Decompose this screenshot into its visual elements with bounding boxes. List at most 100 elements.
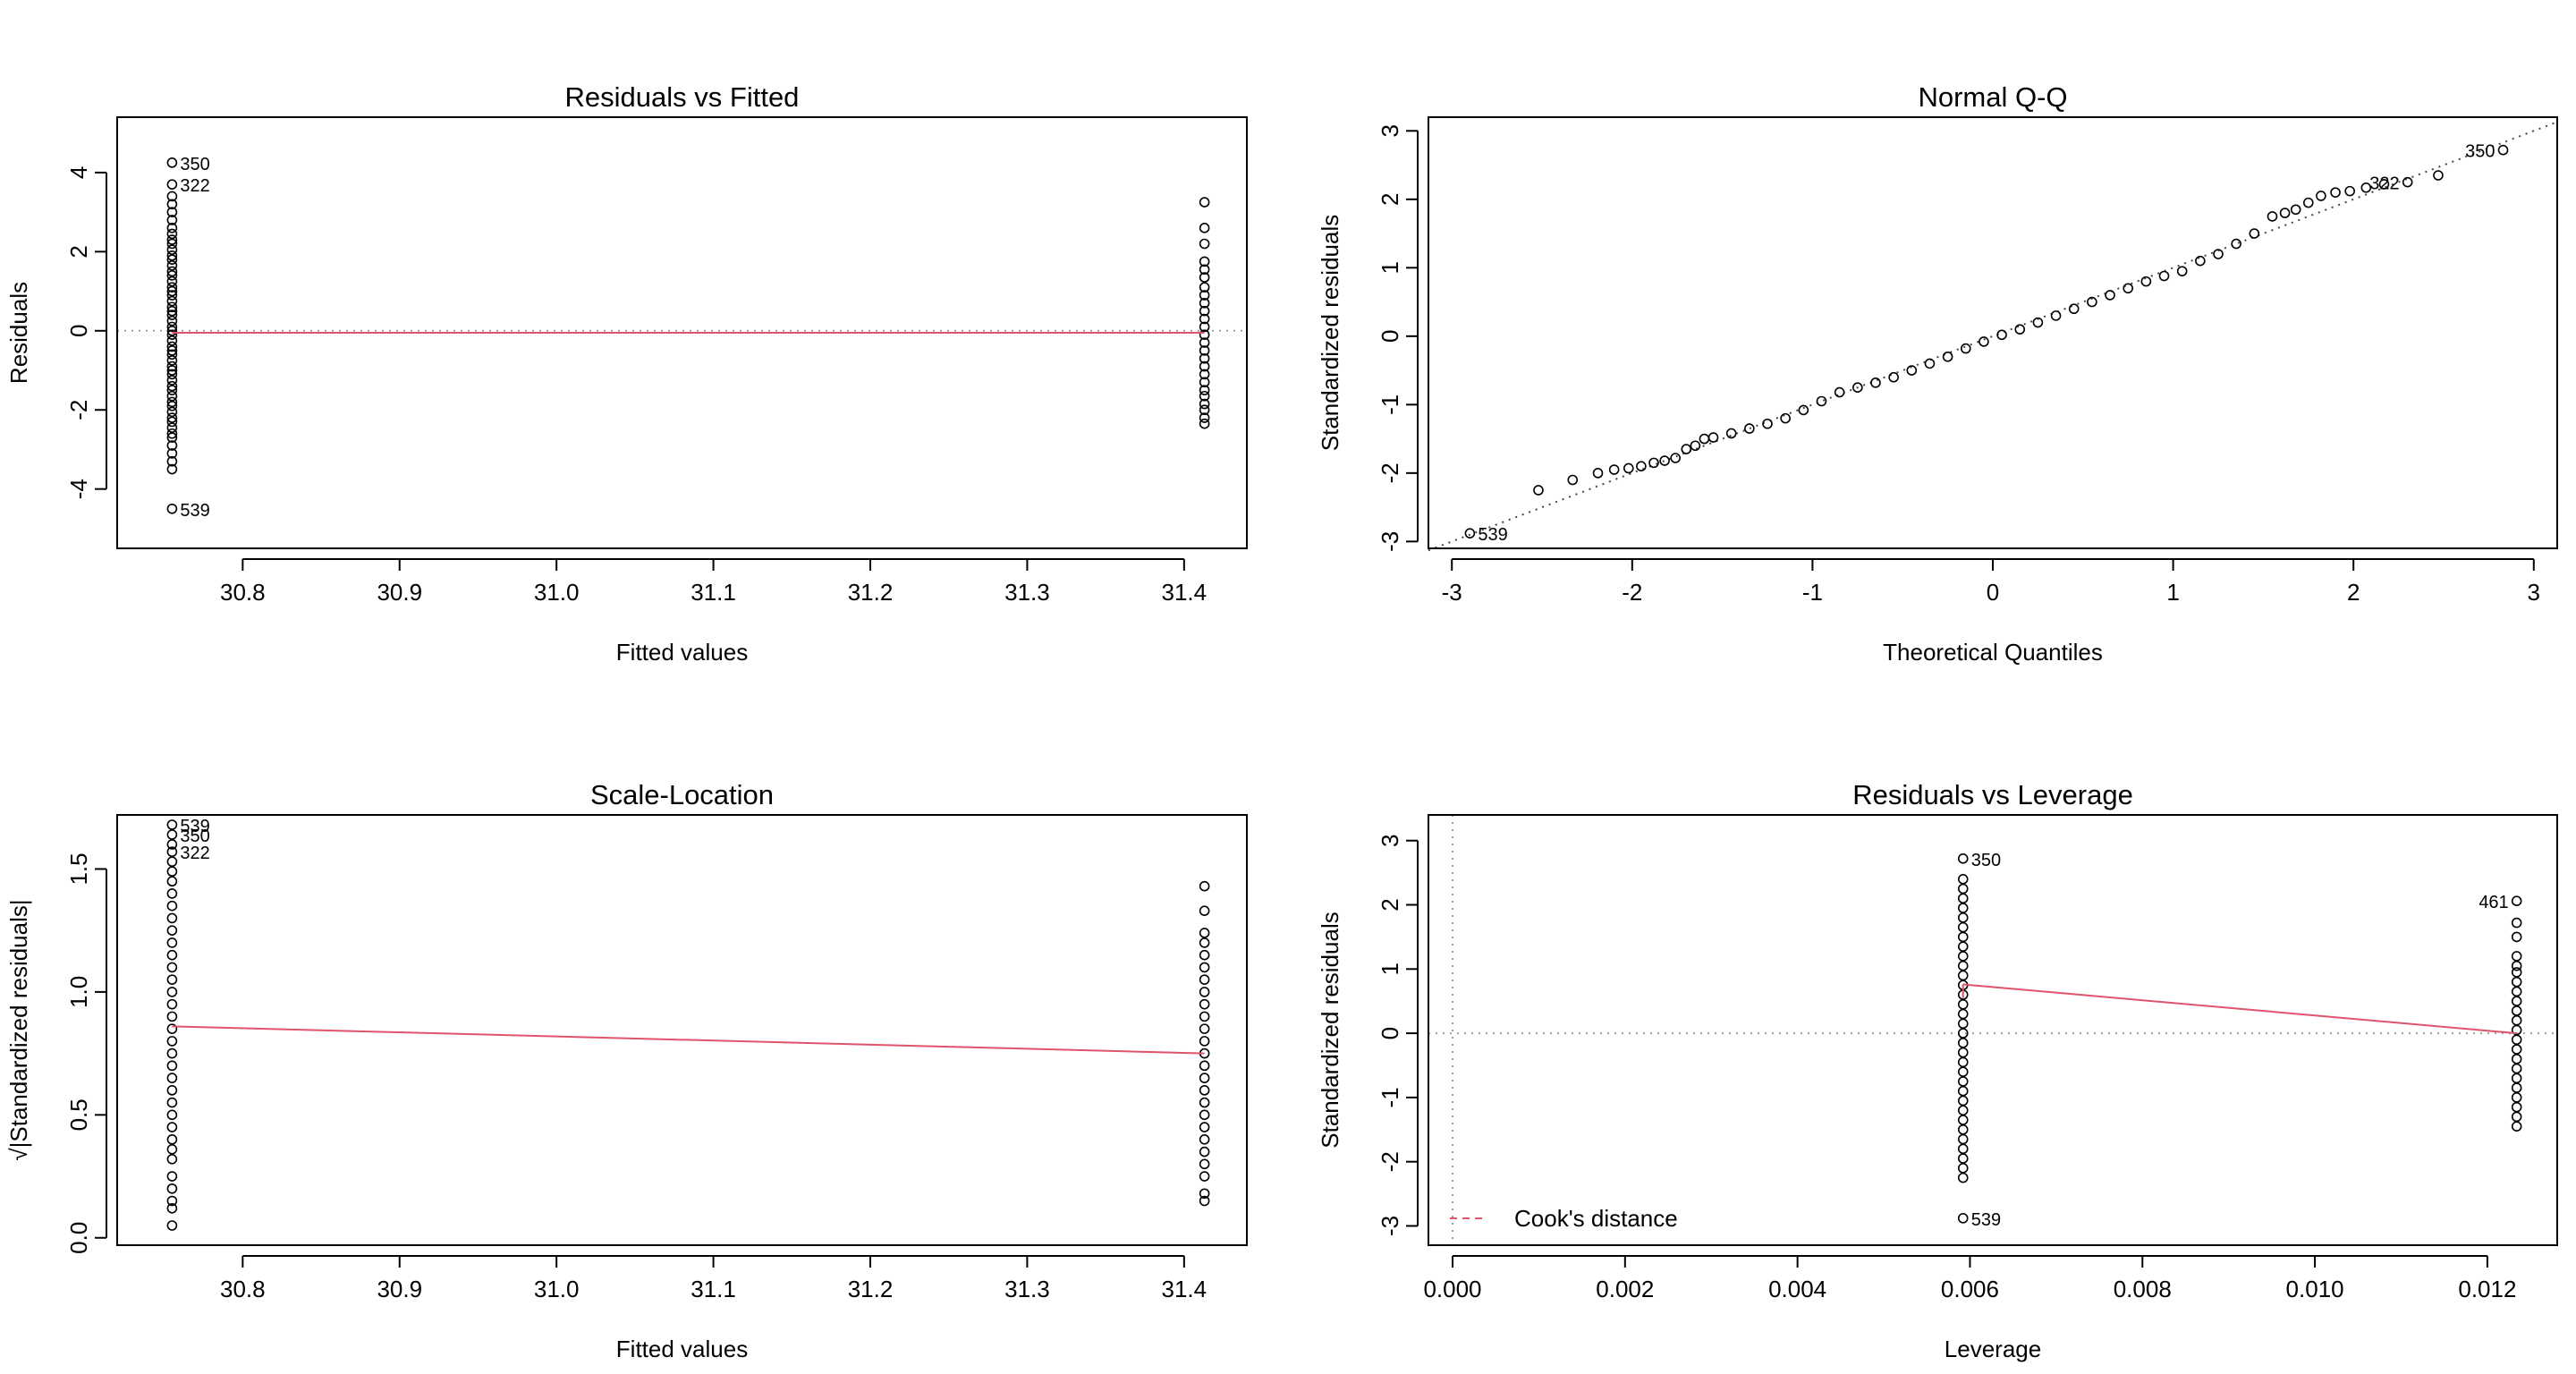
data-point xyxy=(1199,928,1210,938)
x-tick-label: 0.008 xyxy=(2114,1276,2172,1302)
data-point xyxy=(1199,256,1210,267)
data-point xyxy=(1199,1188,1210,1200)
data-point xyxy=(1199,305,1210,317)
y-tick-label: -2 xyxy=(1377,462,1403,483)
data-point xyxy=(166,1195,178,1207)
data-point xyxy=(166,856,178,868)
data-point xyxy=(1834,386,1845,398)
data-point xyxy=(2158,270,2170,282)
data-point xyxy=(1957,1213,1969,1224)
data-point xyxy=(2511,986,2522,997)
point-id-label: 322 xyxy=(180,176,209,196)
data-point xyxy=(166,360,178,372)
data-point xyxy=(2511,1101,2522,1113)
data-point xyxy=(166,1085,178,1096)
data-point xyxy=(1816,395,1827,407)
data-point xyxy=(1199,238,1210,250)
data-point xyxy=(1199,313,1210,325)
data-point xyxy=(1725,428,1737,439)
x-tick-label: 31.0 xyxy=(534,579,580,606)
y-tick-label: -4 xyxy=(65,479,92,499)
x-tick-label: -1 xyxy=(1802,579,1823,606)
data-point xyxy=(166,876,178,887)
data-point xyxy=(166,949,178,961)
data-point xyxy=(1199,880,1210,892)
data-point xyxy=(1957,1008,1969,1020)
data-point xyxy=(1957,883,1969,895)
data-point xyxy=(2032,317,2044,328)
data-point xyxy=(1199,1109,1210,1121)
data-point xyxy=(166,1036,178,1047)
data-point xyxy=(1199,345,1210,356)
data-point xyxy=(1199,264,1210,276)
data-point xyxy=(166,238,178,250)
data-point xyxy=(1199,1097,1210,1108)
x-tick-label: 31.1 xyxy=(691,1276,736,1302)
data-point xyxy=(1199,937,1210,948)
data-point xyxy=(1996,329,2007,341)
data-point xyxy=(166,1134,178,1145)
normal-qq-panel: -3 -2 -1 0 1 2 3 -3 -2 -1 0 1 2 3 Normal Q-Q Theoretica… xyxy=(1317,81,2558,666)
data-point xyxy=(166,282,178,293)
data-point xyxy=(1199,905,1210,916)
chart-title: Scale-Location xyxy=(590,779,774,810)
data-point xyxy=(166,1073,178,1083)
x-tick-label: 31.2 xyxy=(848,579,894,606)
data-point xyxy=(166,250,178,261)
data-point xyxy=(1199,390,1210,402)
data-point xyxy=(2231,238,2241,250)
data-point xyxy=(1942,351,1953,362)
data-point xyxy=(1592,468,1604,479)
x-tick-label: 31.2 xyxy=(848,1276,894,1302)
data-point xyxy=(1957,960,1969,971)
data-point xyxy=(1199,298,1210,309)
data-point xyxy=(1199,290,1210,301)
data-point xyxy=(166,455,178,467)
data-point xyxy=(2511,996,2522,1006)
data-point xyxy=(166,157,178,168)
y-tick-label: -2 xyxy=(1377,1151,1403,1172)
data-point xyxy=(166,290,178,301)
y-tick-label: 2 xyxy=(1377,193,1403,206)
y-tick-label: 3 xyxy=(1377,124,1403,137)
data-point xyxy=(166,912,178,924)
data-point xyxy=(1957,912,1969,923)
data-point xyxy=(1957,1095,1969,1107)
data-point xyxy=(2123,283,2133,294)
data-point xyxy=(1199,1171,1210,1182)
data-point xyxy=(166,1220,178,1231)
data-point xyxy=(166,223,178,233)
data-point xyxy=(2511,1073,2522,1084)
data-point xyxy=(2511,1111,2522,1123)
data-point xyxy=(1199,1036,1210,1047)
data-point xyxy=(166,998,178,1010)
data-point xyxy=(166,440,178,451)
point-id-label: 539 xyxy=(180,501,209,521)
data-point xyxy=(166,270,178,281)
data-point xyxy=(166,987,178,997)
y-tick-label: 0 xyxy=(1377,330,1403,343)
data-point xyxy=(1659,455,1670,466)
data-point xyxy=(166,1047,178,1059)
data-point xyxy=(2511,960,2522,971)
data-point xyxy=(1199,1134,1210,1145)
data-point xyxy=(166,355,178,366)
data-point xyxy=(2213,249,2224,259)
data-point xyxy=(166,448,178,459)
data-point xyxy=(166,380,178,392)
data-point xyxy=(1888,371,1899,383)
data-point xyxy=(1199,369,1210,380)
y-tick-label: -2 xyxy=(65,400,92,420)
x-axis-label: Leverage xyxy=(1945,1336,2041,1362)
data-point xyxy=(1199,974,1210,985)
y-tick-label: 2 xyxy=(65,245,92,258)
scale-location-panel: 30.8 30.9 31.0 31.1 31.2 31.3 31.4 0.0 0.5 1.0 1.5… xyxy=(5,779,1248,1362)
data-point xyxy=(1780,412,1791,424)
data-point xyxy=(166,428,178,439)
data-point xyxy=(1960,343,1971,354)
data-point xyxy=(1957,1133,1969,1145)
data-point xyxy=(1957,1172,1969,1183)
x-tick-label: 0.010 xyxy=(2286,1276,2344,1302)
data-point xyxy=(2176,266,2188,276)
